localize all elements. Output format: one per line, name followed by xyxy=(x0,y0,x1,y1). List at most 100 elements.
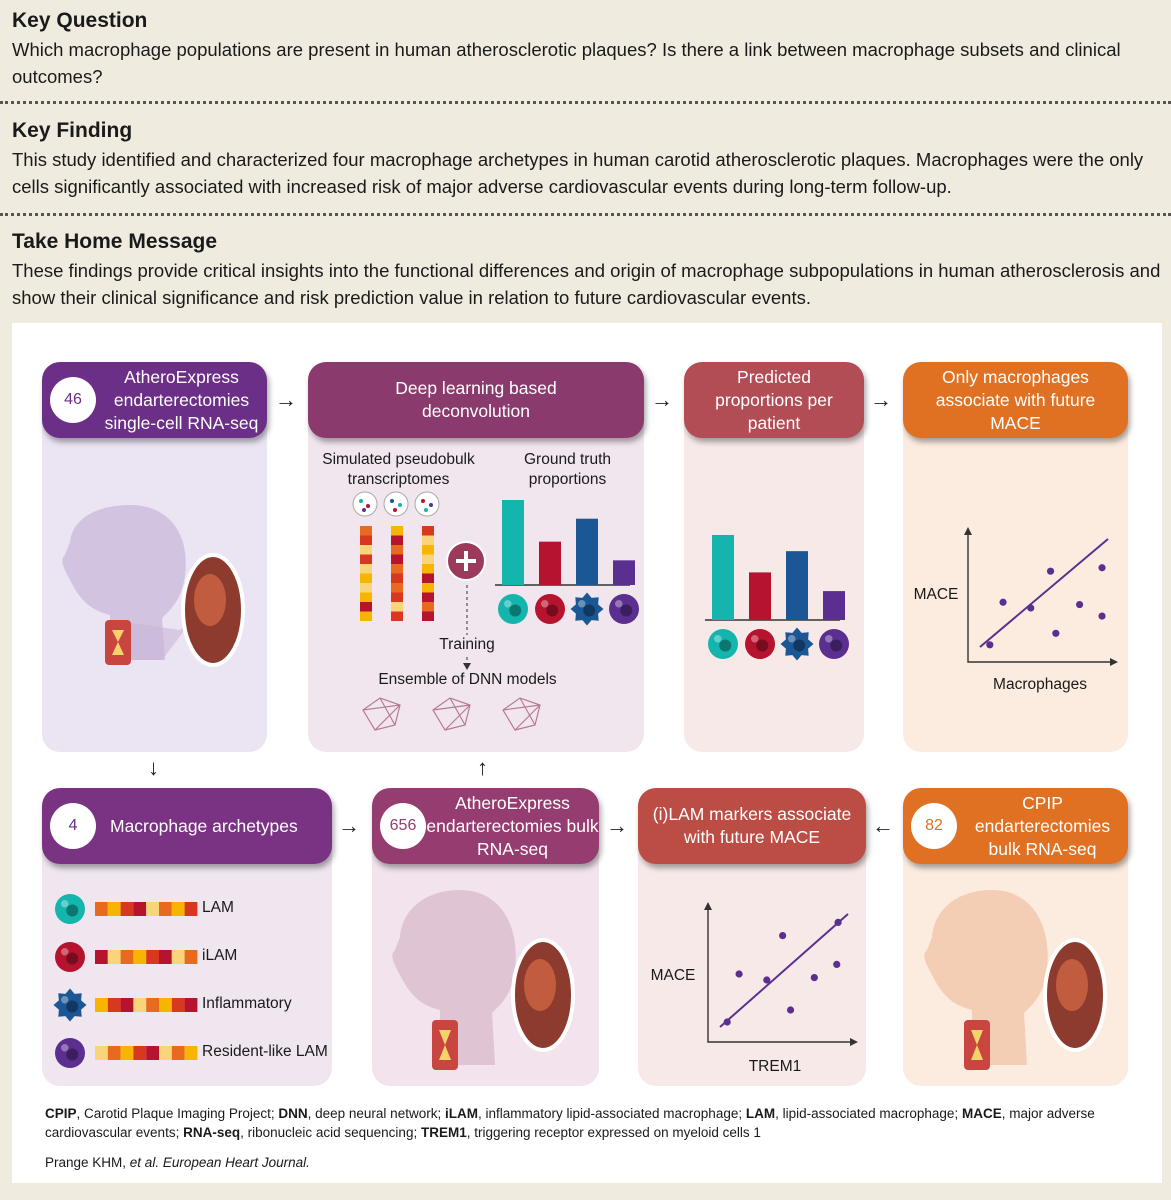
expression-segment xyxy=(95,998,108,1012)
header-cpip-text: CPIP endarterectomies bulk RNA-seq xyxy=(974,792,1111,859)
expression-segment xyxy=(360,526,372,536)
scatter-point xyxy=(999,598,1007,606)
cell-icon xyxy=(535,594,565,624)
expression-segment xyxy=(159,1046,172,1060)
expression-segment xyxy=(107,950,121,964)
cell-icon xyxy=(780,627,814,661)
expression-segment xyxy=(146,998,159,1012)
cell-icon xyxy=(55,1038,85,1068)
abbreviation-definition: , major adverse cardiovascular events; xyxy=(45,1106,1095,1140)
key-question-text: Which macrophage populations are present… xyxy=(12,39,1121,87)
scatter-point xyxy=(1052,629,1060,637)
expression-segment xyxy=(120,998,134,1012)
bar xyxy=(823,591,845,620)
expression-segment xyxy=(360,554,372,564)
trend-line xyxy=(719,913,849,1028)
cell-icon xyxy=(819,629,849,659)
expression-segment xyxy=(120,950,134,964)
abbreviation-definition: , ribonucleic acid sequencing; xyxy=(240,1125,421,1140)
header-only-macrophages: Only macrophages associate with future M… xyxy=(903,362,1128,438)
expression-segment xyxy=(360,602,372,612)
cell-icon xyxy=(55,894,85,924)
citation-etal: et al. xyxy=(129,1155,160,1170)
header-bulk: 656 AtheroExpress endarterectomies bulk … xyxy=(372,788,599,864)
scatter-point xyxy=(763,976,771,984)
archetype-row: iLAM xyxy=(50,936,330,978)
bar xyxy=(749,572,771,620)
expression-segment xyxy=(391,545,403,555)
expression-segment xyxy=(171,1046,185,1060)
mace-trem1-scatter xyxy=(704,902,858,1046)
artery-icon xyxy=(964,1020,990,1070)
archetype-label: Inflammatory xyxy=(202,995,292,1012)
expression-segment xyxy=(360,545,372,555)
expression-segment xyxy=(391,554,403,564)
arrow-right-icon: → xyxy=(338,813,360,838)
expression-segment xyxy=(360,583,372,593)
marker-strip xyxy=(95,950,198,964)
cell-icon xyxy=(55,894,85,924)
expression-segment xyxy=(391,592,403,602)
axis-arrowhead xyxy=(1110,658,1118,666)
head-silhouette-icon xyxy=(62,505,245,667)
expression-segment xyxy=(422,526,434,536)
expression-segment xyxy=(120,902,134,916)
expression-segment xyxy=(146,1046,159,1060)
abbreviation-term: CPIP xyxy=(45,1106,77,1121)
abbreviations-footnote: CPIP, Carotid Plaque Imaging Project; DN… xyxy=(45,1104,1135,1142)
abbreviation-definition: , inflammatory lipid-associated macropha… xyxy=(477,1106,746,1121)
take-home-text: These findings provide critical insights… xyxy=(12,260,1161,308)
expression-segment xyxy=(391,583,403,593)
scatter-point xyxy=(833,960,841,968)
archetype-label: iLAM xyxy=(202,947,238,964)
archetype-label: Resident-like LAM xyxy=(202,1043,328,1060)
scatter-point xyxy=(786,1006,795,1014)
archetype-row: Inflammatory xyxy=(50,984,330,1026)
expression-segment xyxy=(422,583,434,593)
key-question-title: Key Question xyxy=(12,9,148,32)
header-predicted: Predicted proportions per patient xyxy=(684,362,864,438)
pseudobulk-transcriptomes xyxy=(352,491,440,621)
cell-icon xyxy=(570,592,604,626)
count-badge: 656 xyxy=(380,803,426,849)
expression-segment xyxy=(107,998,121,1012)
bar xyxy=(502,500,524,585)
bar xyxy=(576,518,598,585)
bar xyxy=(613,560,635,585)
cell-icon xyxy=(55,942,85,972)
header-ilam-markers-text: (i)LAM markers associate with future MAC… xyxy=(652,804,852,847)
ground-truth-label: Ground truth proportions xyxy=(523,451,612,488)
scatter-point xyxy=(834,918,842,926)
expression-segment xyxy=(171,902,185,916)
expression-segment xyxy=(184,1046,198,1060)
abbreviation-term: TREM1 xyxy=(420,1125,467,1140)
head-silhouette-icon xyxy=(924,890,1107,1070)
scatter-point xyxy=(810,974,818,982)
arrow-up-icon: ↑ xyxy=(477,755,488,780)
scatter-point xyxy=(779,932,787,940)
expression-segment xyxy=(184,998,198,1012)
plus-icon xyxy=(446,541,486,581)
scatter-axes xyxy=(707,904,856,1043)
expression-segment xyxy=(422,592,434,602)
scatter-point xyxy=(735,970,743,978)
expression-segment xyxy=(360,564,372,574)
head-silhouette-icon xyxy=(392,890,575,1070)
y-axis-label: MACE xyxy=(650,967,696,984)
cell-icon xyxy=(708,629,738,659)
expression-segment xyxy=(422,611,434,621)
count-badge: 46 xyxy=(50,377,96,423)
arrow-right-icon: → xyxy=(651,387,673,412)
key-finding-title: Key Finding xyxy=(12,119,133,142)
expression-segment xyxy=(360,592,372,602)
mace-macrophages-scatter xyxy=(964,527,1118,666)
cell-icon xyxy=(609,594,639,624)
archetype-row: Resident-like LAM xyxy=(50,1032,330,1074)
expression-segment xyxy=(133,1046,147,1060)
expression-segment xyxy=(360,535,372,545)
arrow-left-icon: ← xyxy=(872,813,894,838)
cell-icon xyxy=(498,594,528,624)
axis-arrowhead xyxy=(850,1038,858,1046)
bar xyxy=(712,535,734,620)
expression-segment xyxy=(133,998,147,1012)
